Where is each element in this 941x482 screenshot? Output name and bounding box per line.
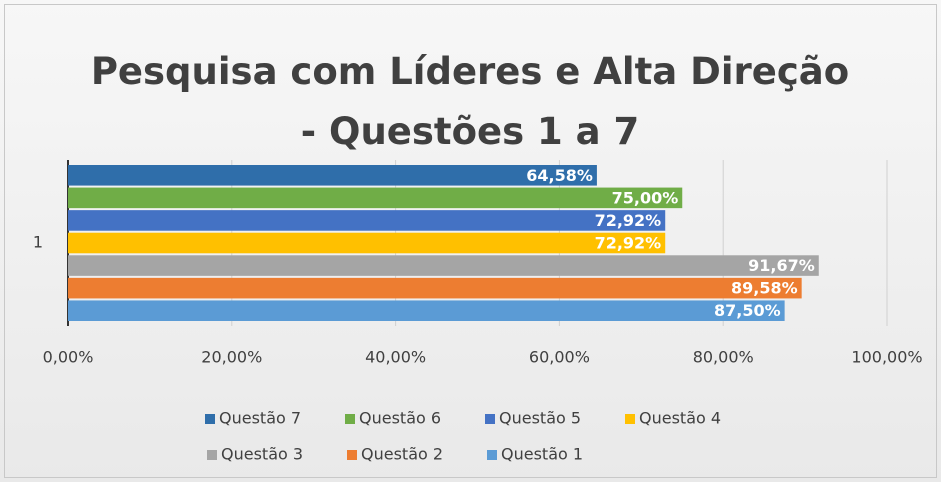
bar: [68, 300, 785, 321]
legend-label: Questão 6: [359, 409, 441, 428]
x-tick-label: 0,00%: [43, 348, 94, 367]
data-label: 89,58%: [731, 279, 798, 298]
bar: [68, 165, 597, 186]
data-label: 91,67%: [748, 256, 815, 275]
data-label: 72,92%: [595, 234, 662, 253]
x-tick-label: 20,00%: [201, 348, 262, 367]
legend-label: Questão 1: [501, 445, 583, 464]
legend-swatch: [485, 414, 495, 424]
legend-label: Questão 7: [219, 409, 301, 428]
legend-label: Questão 2: [361, 445, 443, 464]
x-tick-label: 100,00%: [851, 348, 922, 367]
chart-title: Pesquisa com Líderes e Alta Direção - Qu…: [90, 50, 850, 153]
data-label: 72,92%: [595, 211, 662, 230]
data-label: 64,58%: [526, 166, 593, 185]
legend-swatch: [487, 450, 497, 460]
data-label: 87,50%: [714, 301, 781, 320]
bar: [68, 187, 683, 209]
legend-swatch: [347, 450, 357, 460]
x-tick-label: 60,00%: [529, 348, 590, 367]
data-label: 75,00%: [612, 188, 679, 207]
legend-label: Questão 3: [221, 445, 303, 464]
legend-swatch: [625, 414, 635, 424]
bar: [68, 277, 802, 299]
legend-swatch: [207, 450, 217, 460]
bar: [68, 255, 819, 276]
y-tick-label: 1: [33, 233, 43, 252]
legend-label: Questão 5: [499, 409, 581, 428]
bar: [68, 232, 666, 254]
legend-label: Questão 4: [639, 409, 721, 428]
legend-swatch: [345, 414, 355, 424]
bar: [68, 210, 666, 231]
legend-swatch: [205, 414, 215, 424]
x-tick-label: 80,00%: [693, 348, 754, 367]
x-tick-label: 40,00%: [365, 348, 426, 367]
chart-border: [4, 4, 937, 478]
